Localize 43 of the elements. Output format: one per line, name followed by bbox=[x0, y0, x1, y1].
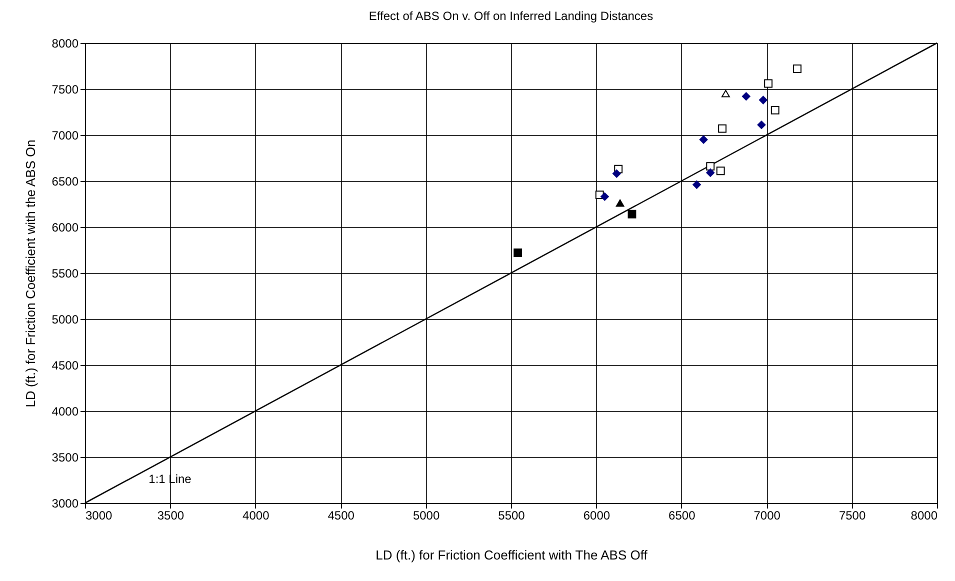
x-tick-label: 8000 bbox=[910, 508, 938, 522]
point bbox=[764, 79, 773, 88]
point bbox=[616, 199, 624, 207]
x-tick-label: 6000 bbox=[583, 508, 610, 522]
x-tick-label: 5500 bbox=[498, 508, 526, 522]
point bbox=[706, 162, 715, 170]
y-tick-label: 8000 bbox=[52, 36, 79, 50]
x-tick-label: 7000 bbox=[754, 508, 781, 522]
y-tick-label: 5500 bbox=[52, 266, 79, 280]
point bbox=[692, 180, 701, 189]
x-tick-label: 5000 bbox=[412, 508, 440, 522]
point bbox=[706, 168, 715, 177]
point bbox=[600, 192, 609, 201]
y-tick-label: 7000 bbox=[52, 128, 79, 142]
y-tick-label: 6000 bbox=[52, 220, 79, 234]
y-tick-label: 4500 bbox=[52, 358, 79, 372]
y-tick-label: 3000 bbox=[52, 496, 79, 510]
point bbox=[758, 96, 768, 104]
point bbox=[718, 124, 727, 133]
point bbox=[793, 64, 802, 73]
point bbox=[628, 210, 636, 218]
y-tick-label: 6500 bbox=[52, 174, 79, 188]
point bbox=[699, 135, 708, 144]
x-tick-label: 7500 bbox=[838, 508, 866, 522]
y-tick-label: 3500 bbox=[52, 450, 79, 464]
point bbox=[721, 90, 730, 98]
x-tick-label: 3000 bbox=[86, 508, 113, 522]
y-tick-label: 4000 bbox=[52, 404, 79, 418]
x-tick-label: 6500 bbox=[668, 508, 696, 522]
point bbox=[716, 166, 725, 176]
x-tick-label: 4500 bbox=[328, 508, 355, 522]
point bbox=[514, 248, 522, 257]
point bbox=[612, 169, 621, 178]
point bbox=[742, 92, 750, 101]
x-tick-label: 3500 bbox=[157, 508, 184, 522]
y-tick-label: 7500 bbox=[52, 82, 79, 96]
x-tick-label: 4000 bbox=[242, 508, 270, 522]
y-axis-title: LD (ft.) for Friction Coefficient with the ABS On bbox=[22, 140, 38, 408]
point bbox=[770, 106, 780, 114]
x-axis-title: LD (ft.) for Friction Coefficient with The ABS Off bbox=[376, 548, 648, 562]
chart-title: Effect of ABS On v. Off on Inferred Landing Distances bbox=[368, 9, 654, 23]
y-tick-label: 5000 bbox=[52, 312, 79, 326]
point bbox=[757, 120, 766, 130]
